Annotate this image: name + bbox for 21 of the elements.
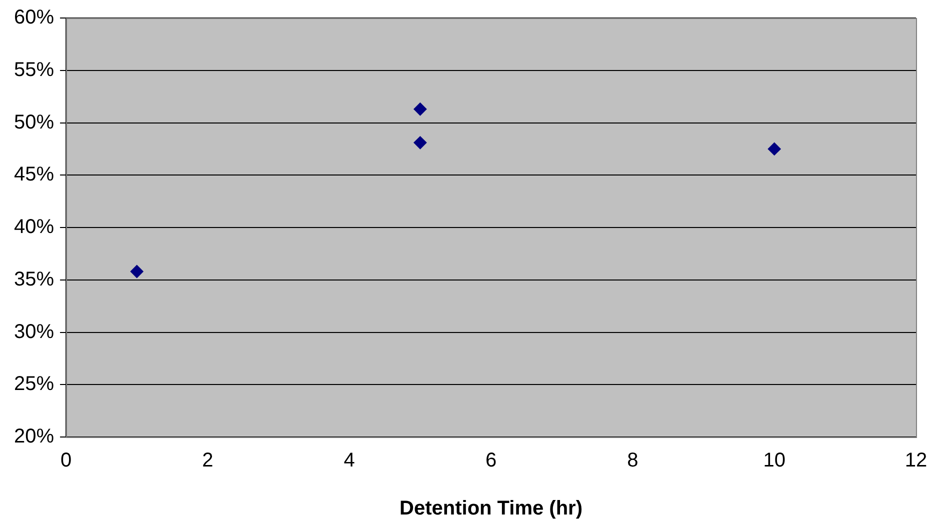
y-tick-label: 35% xyxy=(14,268,54,290)
point xyxy=(414,136,427,150)
x-tick-label: 4 xyxy=(344,450,355,472)
y-tick-label: 50% xyxy=(14,111,54,134)
x-tick-label: 8 xyxy=(627,450,638,472)
point xyxy=(768,142,781,156)
x-axis-title: Detention Time (hr) xyxy=(400,498,582,520)
y-tick-label: 25% xyxy=(14,373,54,396)
x-tick-label: 12 xyxy=(904,450,928,472)
x-tick-label: 10 xyxy=(763,450,786,472)
y-tick-label: 30% xyxy=(14,320,54,343)
point xyxy=(130,264,144,278)
y-tick-label: 55% xyxy=(14,58,54,81)
y-tick-label: 20% xyxy=(14,426,54,448)
x-tick-label: 2 xyxy=(202,450,214,472)
point xyxy=(414,102,427,116)
y-tick-label: 45% xyxy=(14,164,54,186)
x-tick-label: 6 xyxy=(485,450,497,472)
x-tick-label: 0 xyxy=(60,450,72,472)
y-tick-label: 40% xyxy=(14,216,54,238)
y-tick-label: 60% xyxy=(14,6,54,29)
